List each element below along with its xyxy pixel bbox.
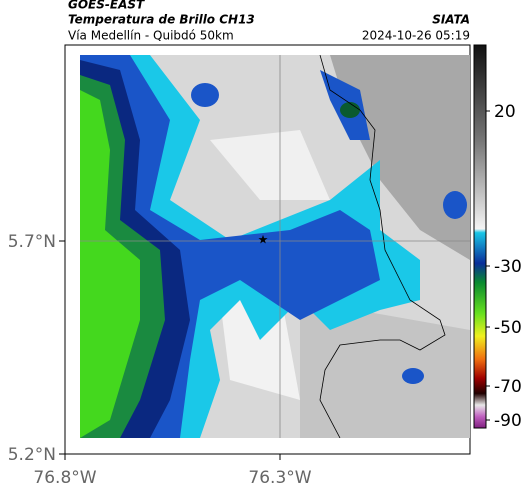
colorbar-ticks: 20 -30 -50 -70 -90 <box>486 102 522 431</box>
satellite-image: ★ <box>80 55 470 438</box>
timestamp: 2024-10-26 05:19 <box>362 29 470 43</box>
colorbar-tick-label: -30 <box>494 257 522 277</box>
colorbar-tick-label: -70 <box>494 377 522 397</box>
source: GOES-EAST <box>68 0 145 12</box>
lon-label: 76.3°W <box>248 468 311 488</box>
colorbar-tick-label: -90 <box>494 411 522 431</box>
colorbar-tick-label: -50 <box>494 318 522 338</box>
agency: SIATA <box>432 13 470 27</box>
colorbar <box>473 44 487 429</box>
title: Temperatura de Brillo CH13 <box>68 13 255 27</box>
lat-label: 5.2°N <box>8 445 56 465</box>
lat-label: 5.7°N <box>8 232 56 252</box>
lon-label: 76.8°W <box>33 468 96 488</box>
subtitle: Vía Medellín - Quibdó 50km <box>68 29 234 43</box>
colorbar-tick-label: 20 <box>494 102 516 122</box>
svg-text:★: ★ <box>258 233 269 247</box>
